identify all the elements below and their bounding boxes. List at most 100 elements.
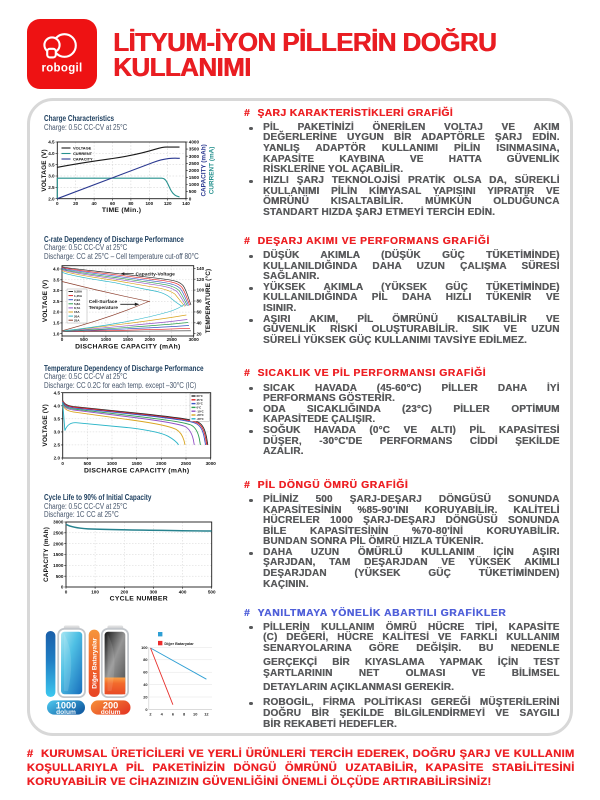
svg-text:robogil: robogil: [41, 63, 82, 75]
svg-text:4.0: 4.0: [48, 151, 55, 156]
svg-text:20: 20: [73, 201, 79, 206]
svg-text:DISCHARGE CAPACITY (mAh): DISCHARGE CAPACITY (mAh): [75, 344, 181, 351]
svg-text:1,45A: 1,45A: [74, 294, 83, 298]
svg-text:4.0: 4.0: [54, 403, 61, 408]
svg-text:10: 10: [193, 712, 197, 717]
svg-text:TEMPERATURE (°C): TEMPERATURE (°C): [204, 269, 212, 334]
svg-text:2,9A: 2,9A: [74, 298, 81, 302]
svg-text:0°C: 0°C: [197, 406, 202, 410]
svg-text:5,8A: 5,8A: [74, 302, 81, 306]
svg-text:CAPACITY (mAh): CAPACITY (mAh): [201, 144, 208, 196]
svg-text:4.5: 4.5: [54, 390, 61, 395]
svg-text:140: 140: [182, 201, 190, 206]
svg-text:120: 120: [196, 277, 204, 282]
svg-text:1000: 1000: [100, 337, 111, 342]
svg-text:60: 60: [196, 310, 202, 315]
svg-text:1500: 1500: [53, 552, 64, 557]
svg-text:0,58A: 0,58A: [74, 290, 83, 294]
svg-text:3.5: 3.5: [53, 278, 60, 283]
svg-text:8,7A: 8,7A: [74, 306, 81, 310]
svg-text:3000: 3000: [188, 337, 199, 342]
svg-text:4000: 4000: [189, 140, 200, 145]
svg-text:2500: 2500: [181, 461, 192, 466]
svg-text:DISCHARGE CAPACITY (mAh): DISCHARGE CAPACITY (mAh): [84, 467, 190, 474]
svg-text:3.5: 3.5: [54, 416, 61, 421]
svg-text:CURRENT: CURRENT: [73, 151, 93, 156]
svg-text:CAPACITY (mAh): CAPACITY (mAh): [43, 527, 50, 582]
svg-text:3000: 3000: [206, 461, 217, 466]
svg-text:0: 0: [61, 461, 64, 466]
svg-text:VOLTAGE (V): VOLTAGE (V): [41, 149, 48, 191]
svg-text:4: 4: [161, 712, 164, 717]
svg-text:dolum: dolum: [101, 709, 121, 716]
svg-text:2.5: 2.5: [54, 443, 61, 448]
svg-text:400: 400: [179, 589, 187, 594]
svg-text:1000: 1000: [107, 461, 118, 466]
svg-text:2.0: 2.0: [48, 196, 55, 201]
svg-text:1.5: 1.5: [53, 321, 60, 326]
svg-text:2500: 2500: [189, 161, 200, 166]
svg-text:100: 100: [141, 645, 148, 650]
svg-text:CYCLE NUMBER: CYCLE NUMBER: [110, 595, 168, 602]
svg-text:3.0: 3.0: [48, 174, 55, 179]
svg-text:1000: 1000: [56, 700, 76, 710]
svg-text:45°C: 45°C: [197, 398, 203, 402]
svg-text:1000: 1000: [53, 563, 64, 568]
svg-text:500: 500: [189, 189, 197, 194]
svg-text:2000: 2000: [156, 461, 167, 466]
svg-text:2000: 2000: [189, 168, 200, 173]
svg-text:25°C: 25°C: [197, 402, 203, 406]
svg-text:VOLTAGE (V): VOLTAGE (V): [42, 280, 49, 322]
svg-text:60°C: 60°C: [197, 394, 203, 398]
svg-text:100: 100: [196, 288, 204, 293]
svg-text:VOLTAGE: VOLTAGE: [73, 145, 92, 150]
svg-text:3.0: 3.0: [54, 430, 61, 435]
svg-text:15A: 15A: [74, 310, 80, 314]
svg-text:2500: 2500: [166, 337, 177, 342]
svg-text:500: 500: [208, 589, 216, 594]
svg-text:Temperature: Temperature: [88, 305, 118, 311]
svg-text:100: 100: [145, 201, 153, 206]
svg-text:12: 12: [204, 712, 209, 717]
svg-text:4.5: 4.5: [48, 140, 55, 145]
svg-text:3000: 3000: [53, 520, 64, 525]
svg-text:1.0: 1.0: [53, 332, 60, 337]
svg-text:-10°C: -10°C: [197, 409, 204, 413]
svg-text:2.5: 2.5: [53, 299, 60, 304]
svg-text:100: 100: [91, 589, 99, 594]
svg-text:500: 500: [84, 461, 92, 466]
svg-text:500: 500: [56, 574, 64, 579]
svg-text:1500: 1500: [132, 461, 143, 466]
svg-text:200: 200: [120, 589, 128, 594]
svg-text:140: 140: [196, 266, 204, 271]
svg-text:VOLTAGE (V): VOLTAGE (V): [42, 404, 49, 446]
svg-text:3.5: 3.5: [48, 162, 55, 167]
svg-text:1000: 1000: [189, 182, 200, 187]
svg-text:0: 0: [60, 337, 63, 342]
svg-text:0: 0: [189, 196, 192, 201]
svg-text:20: 20: [196, 332, 202, 337]
svg-text:80: 80: [128, 201, 134, 206]
svg-text:3000: 3000: [189, 154, 200, 159]
svg-text:0: 0: [61, 585, 64, 590]
svg-text:3.0: 3.0: [53, 288, 60, 293]
svg-text:6: 6: [172, 712, 175, 717]
svg-text:Diğer Bataryalar: Diğer Bataryalar: [92, 637, 99, 688]
svg-text:120: 120: [164, 201, 172, 206]
svg-text:60: 60: [110, 201, 116, 206]
svg-text:Capacity-Voltage: Capacity-Voltage: [135, 272, 175, 278]
svg-text:Diğer Bataryalar: Diğer Bataryalar: [164, 642, 194, 646]
svg-text:3500: 3500: [189, 147, 200, 152]
svg-text:2.5: 2.5: [48, 185, 55, 190]
svg-text:25A: 25A: [74, 319, 80, 323]
svg-text:20A: 20A: [74, 315, 80, 319]
svg-text:2000: 2000: [53, 541, 64, 546]
svg-text:80: 80: [196, 299, 202, 304]
svg-text:80: 80: [143, 657, 147, 662]
svg-text:40: 40: [92, 201, 98, 206]
svg-text:20: 20: [143, 694, 147, 699]
svg-text:300: 300: [150, 589, 158, 594]
svg-text:2.0: 2.0: [54, 456, 61, 461]
svg-text:40: 40: [143, 682, 147, 687]
svg-text:4.0: 4.0: [53, 267, 60, 272]
